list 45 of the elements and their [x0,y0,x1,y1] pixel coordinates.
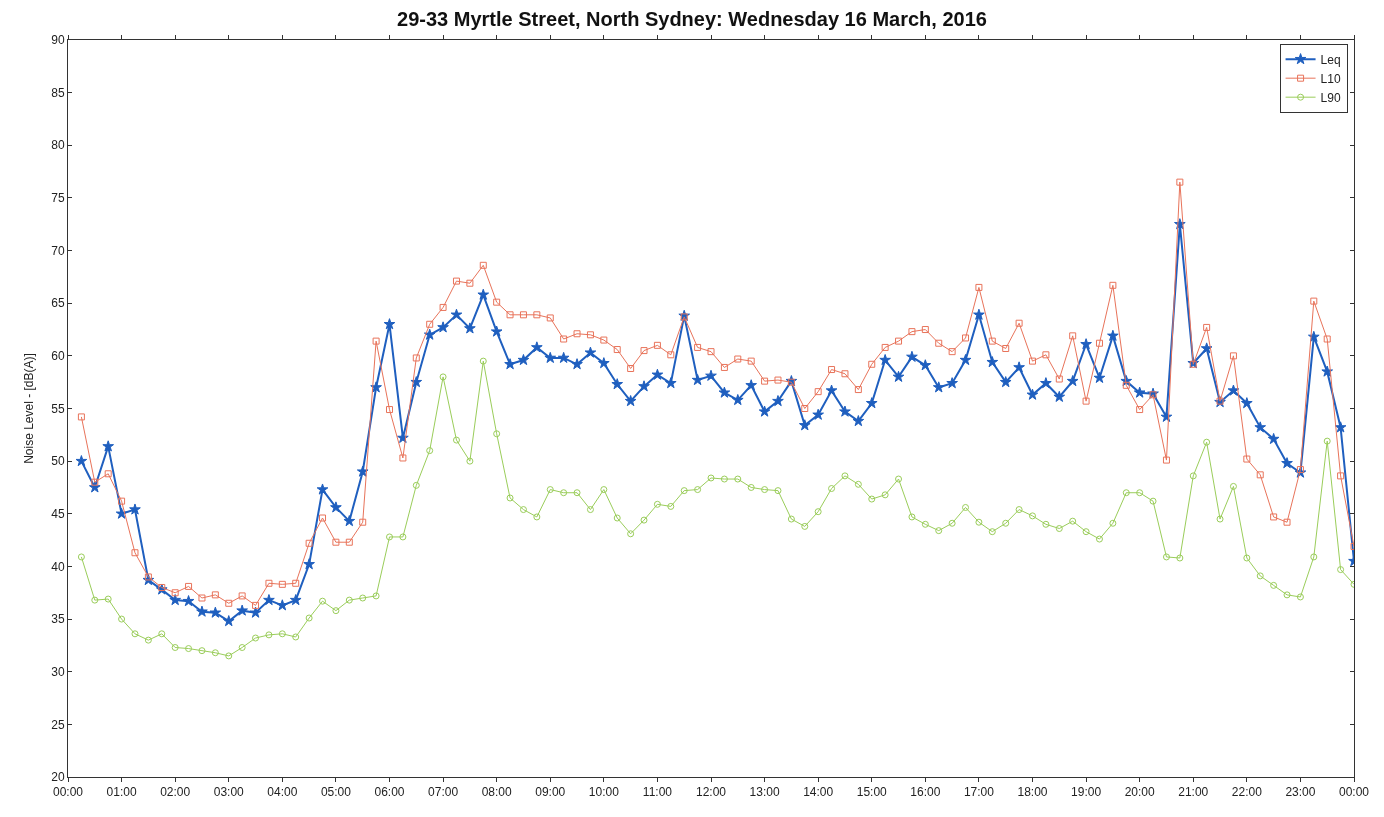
x-tick-label: 20:00 [1124,785,1156,800]
y-tick-label: 70 [51,243,65,258]
y-tick-label: 45 [51,506,65,521]
x-tick-label: 06:00 [374,785,405,800]
x-tick-label: 09:00 [535,785,566,800]
y-tick-label: 85 [51,85,65,100]
chart-title: 29-33 Myrtle Street, North Sydney: Wednesday 16 March, 2016 [397,8,987,31]
y-tick-label: 75 [51,191,65,206]
x-tick-label: 12:00 [695,785,727,800]
x-tick-label: 22:00 [1231,785,1263,800]
y-axis-title: Noise Level - [dB(A)] [21,353,36,464]
x-tick-label: 02:00 [160,785,191,800]
y-tick-label: 50 [51,454,65,469]
legend-label: L10 [1320,71,1341,86]
y-tick-label: 30 [51,664,65,679]
x-tick-label: 16:00 [910,785,941,800]
x-tick-label: 11:00 [642,785,673,800]
y-tick-label: 20 [51,770,65,785]
x-tick-label: 03:00 [213,785,245,800]
x-tick-label: 15:00 [856,785,888,800]
x-tick-label: 13:00 [749,785,780,800]
x-tick-label: 00:00 [52,785,84,800]
x-tick-label: 01:00 [106,785,137,800]
x-tick-label: 14:00 [803,785,834,800]
x-tick-label: 21:00 [1178,785,1209,800]
x-tick-label: 10:00 [588,785,620,800]
x-tick-label: 08:00 [481,785,513,800]
y-tick-label: 35 [51,612,65,627]
y-tick-label: 80 [51,138,65,153]
y-tick-label: 60 [51,349,65,364]
y-tick-label: 90 [51,33,65,48]
x-tick-label: 00:00 [1338,785,1370,800]
x-tick-label: 23:00 [1285,785,1316,800]
y-tick-label: 65 [51,296,65,311]
y-tick-label: 40 [51,559,65,574]
x-tick-label: 19:00 [1071,785,1102,800]
x-tick-label: 18:00 [1017,785,1048,800]
x-tick-label: 17:00 [963,785,995,800]
x-tick-label: 07:00 [428,785,459,800]
y-tick-label: 25 [51,717,65,732]
y-tick-label: 55 [51,401,65,416]
legend-label: L90 [1320,90,1341,105]
x-tick-label: 05:00 [320,785,352,800]
x-tick-label: 04:00 [267,785,298,800]
legend-label: Leq [1320,52,1341,67]
